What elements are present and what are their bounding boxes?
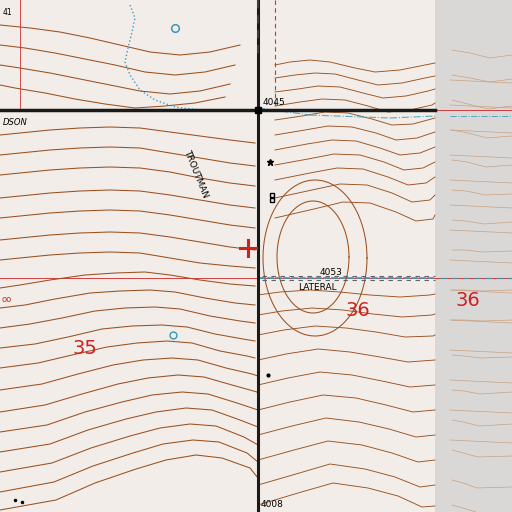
Text: 4053: 4053 [320,268,343,277]
Text: 4008: 4008 [261,500,284,509]
Text: 35: 35 [73,338,97,357]
Text: oo: oo [2,295,12,305]
Text: 36: 36 [346,301,370,319]
Text: 4045: 4045 [263,98,286,107]
Text: DSON: DSON [3,118,28,127]
Text: 36: 36 [456,290,480,309]
Text: TROUTMAN: TROUTMAN [182,148,209,199]
Bar [435,0,512,512]
Text: 41: 41 [3,8,13,17]
Text: LATERAL: LATERAL [298,283,336,292]
